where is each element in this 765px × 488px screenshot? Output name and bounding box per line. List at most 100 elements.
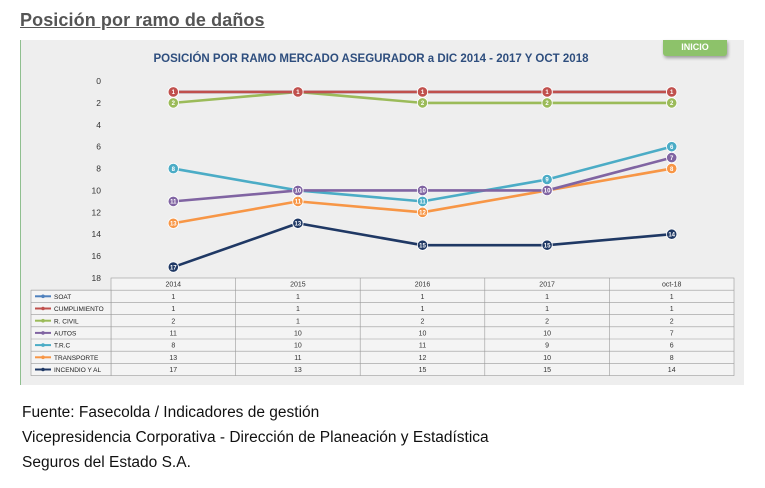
data-table-cell: 1 [421, 294, 425, 301]
data-table-cell: 2 [171, 318, 175, 325]
data-table-cell: 13 [294, 367, 302, 374]
footer-company: Seguros del Estado S.A. [22, 454, 191, 471]
data-table-cell: 8 [670, 355, 674, 362]
data-point-label: 12 [419, 211, 426, 217]
data-table-cell: 2 [670, 318, 674, 325]
data-table-cell: 7 [670, 331, 674, 338]
legend-marker [41, 306, 45, 311]
y-tick-label: 8 [96, 164, 101, 174]
data-point [541, 184, 553, 197]
data-point [167, 195, 179, 207]
legend-label: INCENDIO Y AL [54, 367, 101, 374]
data-table-cell: 8 [171, 343, 175, 350]
data-point [666, 86, 678, 98]
data-point [292, 184, 304, 197]
x-category-label: oct-18 [662, 282, 682, 289]
data-table-cell: 1 [171, 294, 175, 301]
data-table-cell: 10 [294, 331, 302, 338]
data-point-label: 17 [170, 265, 177, 271]
data-table-cell: 2 [421, 318, 425, 325]
data-table-cell: 11 [419, 343, 426, 350]
data-point [541, 239, 553, 251]
data-point [541, 97, 553, 109]
x-category-label: 2014 [166, 282, 182, 289]
legend-label: TRANSPORTE [54, 355, 99, 362]
data-point-label: 8 [172, 167, 176, 173]
data-table-cell: 1 [296, 294, 300, 301]
data-point-label: 1 [545, 90, 549, 96]
data-table-cell: 10 [543, 331, 551, 338]
y-tick-label: 2 [96, 98, 101, 108]
y-tick-label: 14 [92, 229, 102, 239]
data-point [416, 195, 429, 207]
data-point [292, 86, 304, 98]
data-table-cell: 1 [296, 306, 300, 313]
data-point [666, 152, 678, 164]
data-table-cell: 1 [296, 318, 300, 325]
data-table-cell: 1 [545, 306, 549, 313]
legend-label: CUMPLIMIENTO [54, 306, 104, 313]
inicio-button[interactable]: INICIO [663, 40, 727, 56]
legend-marker [41, 294, 45, 299]
data-table-cell: 10 [294, 343, 302, 350]
x-category-label: 2017 [539, 282, 555, 289]
data-point-label: 1 [670, 90, 674, 96]
y-tick-label: 4 [96, 120, 101, 130]
data-table-cell: 1 [670, 306, 674, 313]
data-point-label: 2 [670, 101, 674, 107]
data-point-label: 14 [668, 232, 675, 238]
data-point [292, 195, 304, 207]
data-point [167, 261, 179, 273]
footer-department: Vicepresidencia Corporativa - Dirección … [22, 429, 489, 446]
data-table-cell: 11 [170, 331, 177, 338]
y-tick-label: 10 [92, 185, 102, 195]
data-table-cell: 1 [171, 306, 175, 313]
data-table-cell: 15 [419, 367, 427, 374]
data-point [416, 206, 429, 218]
data-table-cell: 1 [670, 294, 674, 301]
data-point [416, 184, 429, 197]
y-tick-label: 16 [92, 251, 102, 261]
data-point-label: 11 [170, 200, 177, 206]
y-tick-label: 12 [92, 207, 102, 217]
data-point-label: 11 [295, 200, 302, 206]
legend-marker [41, 355, 45, 360]
data-point-label: 1 [296, 90, 300, 96]
data-point [167, 217, 179, 229]
data-point-label: 10 [295, 189, 302, 195]
data-point [167, 162, 179, 175]
data-point-label: 11 [419, 200, 426, 206]
data-point-label: 9 [545, 178, 549, 184]
data-point-label: 8 [670, 167, 674, 173]
data-table-cell: 1 [421, 306, 425, 313]
data-point-label: 2 [421, 101, 425, 107]
legend-marker [41, 331, 45, 335]
data-table-cell: 10 [419, 331, 427, 338]
data-point-label: 13 [170, 221, 177, 227]
legend-label: R. CIVIL [54, 318, 79, 325]
data-point-label: 15 [544, 243, 551, 249]
data-table-cell: 2 [545, 318, 549, 325]
data-point-label: 10 [419, 189, 426, 195]
data-point [666, 141, 678, 153]
data-point [541, 173, 553, 186]
data-point-label: 2 [545, 101, 549, 107]
data-table-cell: 1 [545, 294, 549, 301]
data-point-label: 2 [172, 101, 176, 107]
legend-label: AUTOS [54, 331, 77, 338]
y-tick-label: 6 [96, 142, 101, 152]
data-table-cell: 6 [670, 343, 674, 350]
data-point [416, 239, 429, 251]
legend-marker [41, 343, 45, 347]
data-table-cell: 9 [545, 343, 549, 350]
data-point-label: 7 [670, 156, 674, 162]
x-category-label: 2016 [415, 282, 431, 289]
data-point-label: 6 [670, 145, 674, 151]
chart-title: POSICIÓN POR RAMO MERCADO ASEGURADOR a D… [153, 53, 589, 65]
data-point [541, 86, 553, 98]
data-point [666, 97, 678, 109]
data-point [292, 217, 304, 229]
data-point [416, 86, 429, 98]
x-category-label: 2015 [290, 282, 306, 289]
data-point [416, 97, 429, 109]
